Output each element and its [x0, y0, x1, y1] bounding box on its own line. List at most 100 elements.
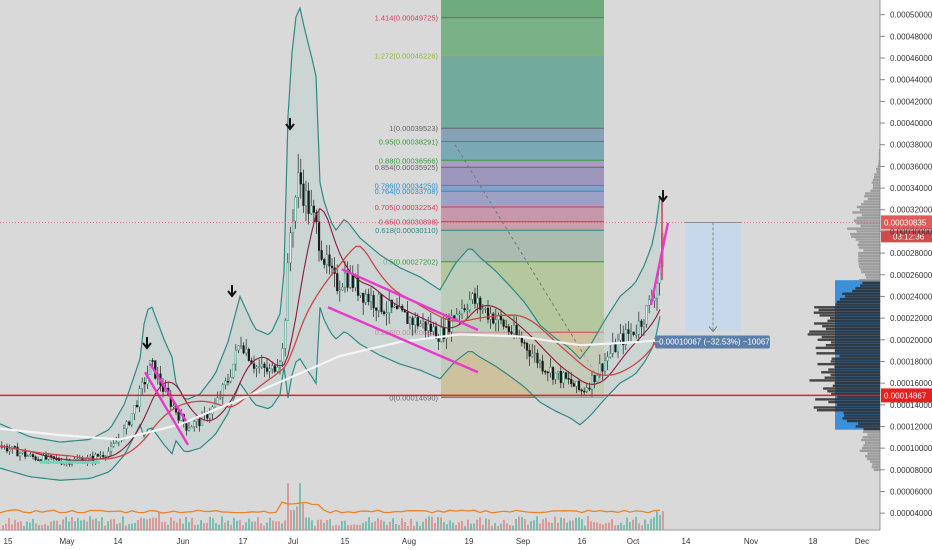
volume-bar — [485, 518, 487, 530]
price-axis[interactable]: 0.00050000 0.00048000 0.00046000 0.00044000… — [880, 11, 932, 518]
candle-body — [551, 367, 555, 380]
volume-bar — [521, 517, 523, 530]
trend-drawings[interactable] — [142, 118, 670, 446]
profile-bar — [869, 460, 880, 463]
volume-ma-line — [0, 501, 661, 514]
volume-bar — [551, 522, 553, 530]
volume-bar — [389, 521, 391, 530]
candle-body — [572, 383, 575, 387]
profile-bar — [867, 452, 880, 455]
profile-bar — [867, 197, 880, 201]
candle-body — [546, 371, 549, 374]
volume-bar — [629, 521, 631, 530]
candle-body — [5, 445, 9, 452]
price-axis-panel — [880, 0, 932, 550]
volume-bar — [560, 517, 562, 530]
candle-body — [336, 273, 339, 292]
candle-body — [557, 371, 560, 374]
volume-bar — [311, 520, 313, 530]
candle-body — [635, 333, 638, 336]
profile-bar — [847, 227, 880, 230]
volume-bar — [224, 522, 226, 530]
candle-body — [528, 350, 531, 357]
volume-bar — [434, 522, 436, 530]
volume-bar — [239, 519, 241, 530]
volume-bar — [221, 516, 223, 530]
profile-bar — [860, 224, 880, 228]
volume-bar — [398, 524, 400, 530]
y-tick-label: 0.00042000 — [890, 97, 932, 106]
measure-tool[interactable]: −0.00010067 (−32.53%) −10067 — [654, 221, 770, 349]
y-tick-label: 0.00036000 — [890, 162, 932, 171]
profile-bar — [858, 257, 880, 260]
x-tick-label: 14 — [114, 537, 123, 546]
candle-body — [260, 363, 263, 367]
volume-bar — [482, 524, 484, 530]
horizontal-lines[interactable]: 0.00030835 03:12:36 0.00014867 — [0, 215, 932, 403]
volume-bar — [44, 524, 46, 530]
candle-body — [588, 387, 591, 390]
volume-bar — [509, 525, 511, 530]
candle-body — [593, 374, 596, 383]
trend-line — [143, 371, 190, 446]
volume-bar — [428, 516, 430, 530]
volume-bar — [335, 524, 337, 530]
profile-bar — [859, 208, 880, 211]
volume-bar — [158, 511, 160, 530]
candle-body — [406, 311, 409, 324]
volume-bar — [149, 518, 151, 530]
volume-bar — [368, 517, 370, 530]
candle-body — [281, 348, 284, 363]
candle-body — [645, 305, 648, 325]
volume-bar — [479, 517, 481, 530]
volume-bar — [500, 523, 502, 530]
candle-body — [629, 331, 633, 334]
volume-bar — [431, 516, 433, 530]
volume-bar — [83, 519, 85, 530]
volume-bar — [92, 519, 94, 530]
candle-body — [226, 380, 230, 383]
volume-bar — [11, 524, 13, 530]
volume-bar — [119, 522, 121, 530]
volume-bar — [116, 523, 118, 530]
candle-body — [96, 454, 100, 457]
candle-body — [580, 389, 583, 392]
support-label: 0.00014867 — [884, 391, 927, 400]
candle-body — [541, 360, 544, 372]
fib-zone-band — [441, 185, 604, 192]
candle-body — [18, 452, 22, 457]
candle-body — [128, 421, 131, 426]
profile-bar — [835, 303, 880, 306]
candle-body — [135, 404, 139, 408]
profile-bar — [858, 241, 880, 244]
volume-bar — [443, 522, 445, 530]
x-tick-label: Jun — [177, 537, 190, 546]
volume-bar — [320, 519, 322, 530]
x-tick-label: 17 — [239, 537, 248, 546]
volume-bar — [167, 524, 169, 530]
candle-body — [271, 365, 274, 370]
x-tick-label: 18 — [809, 537, 818, 546]
candle-body — [414, 317, 417, 326]
trend-line — [341, 268, 479, 332]
candle-body — [492, 313, 495, 324]
candle-body — [216, 397, 219, 404]
profile-bar — [814, 322, 880, 325]
candle-body — [304, 190, 308, 206]
volume-bar — [539, 523, 541, 530]
fib-zone-band — [441, 0, 604, 18]
volume-bar — [392, 518, 394, 530]
y-tick-label: 0.00038000 — [890, 141, 932, 150]
volume-bar — [197, 524, 199, 530]
candle-body — [642, 324, 646, 327]
volume-bar — [650, 518, 652, 530]
candle-body — [497, 314, 500, 320]
time-axis[interactable]: 15 May 14 Jun 17 Jul 15 Aug 19 Sep 16 Oct 14 Nov 18 Dec — [4, 537, 870, 546]
volume-bar — [578, 517, 580, 530]
volume-bar — [62, 519, 64, 530]
volume-bar — [152, 517, 154, 530]
candle-body — [538, 360, 542, 364]
candle-body — [653, 297, 656, 302]
countdown-badge — [881, 230, 932, 243]
